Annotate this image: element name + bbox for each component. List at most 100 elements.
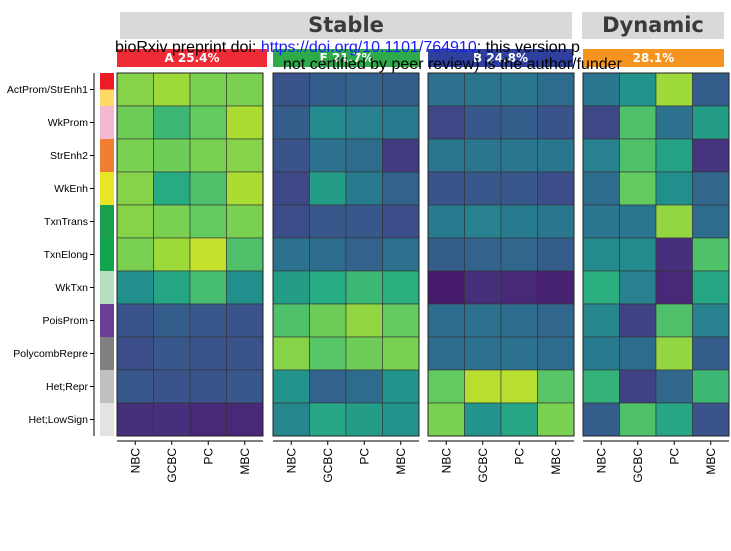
heatmap-cell: [619, 204, 657, 239]
heatmap-cell: [500, 204, 538, 239]
heatmap-cell: [309, 237, 347, 272]
column-label: MBC: [549, 448, 563, 475]
heatmap-cell: [272, 138, 310, 173]
heatmap-cell: [382, 204, 420, 239]
heatmap-cell: [226, 72, 264, 107]
heatmap-cell: [427, 369, 465, 404]
heatmap-cell: [382, 270, 420, 305]
row-color-swatch: [100, 403, 114, 436]
heatmap-cell: [500, 303, 538, 338]
heatmap-cell: [464, 402, 502, 437]
heatmap-cell: [427, 336, 465, 371]
heatmap-cell: [582, 204, 620, 239]
heatmap-cell: [116, 171, 154, 206]
heatmap-cell: [309, 105, 347, 140]
heatmap-cell: [692, 237, 730, 272]
panel-f-tag: F 21.7%: [273, 49, 420, 67]
column-label: PC: [667, 448, 681, 465]
heatmap-cell: [427, 204, 465, 239]
heatmap-cell: [537, 270, 575, 305]
heatmap-cell: [582, 336, 620, 371]
heatmap-cell: [692, 72, 730, 107]
heatmap-cell: [619, 72, 657, 107]
heatmap-cell: [655, 336, 693, 371]
heatmap-cell: [655, 204, 693, 239]
row-color-swatch: [100, 370, 114, 403]
heatmap-cell: [116, 72, 154, 107]
heatmap-cell: [427, 237, 465, 272]
preprint-watermark-line1: bioRxiv preprint doi: https://doi.org/10…: [115, 39, 580, 57]
heatmap-cell: [272, 72, 310, 107]
heatmap-cell: [464, 336, 502, 371]
heatmap-cell: [309, 171, 347, 206]
heatmap-cell: [189, 270, 227, 305]
heatmap-cell: [226, 336, 264, 371]
row-label: Het;Repr: [46, 381, 89, 393]
heatmap-cell: [464, 72, 502, 107]
heatmap-cell: [345, 270, 383, 305]
row-label: TxnTrans: [44, 216, 88, 228]
heatmap-cell: [345, 138, 383, 173]
heatmap-cell: [382, 138, 420, 173]
heatmap-cell: [582, 72, 620, 107]
doi-link[interactable]: https://doi.org/10.1101/764910: [260, 39, 477, 56]
column-label: NBC: [284, 448, 298, 474]
heatmap-cell: [272, 171, 310, 206]
heatmap-cell: [153, 402, 191, 437]
watermark-prefix: bioRxiv preprint doi:: [115, 39, 261, 56]
row-color-swatch: [100, 89, 114, 106]
dynamic-header: Dynamic: [582, 12, 724, 39]
row-color-swatch: [100, 106, 114, 139]
column-label: NBC: [439, 448, 453, 474]
heatmap-cell: [692, 336, 730, 371]
heatmap-cell: [345, 105, 383, 140]
heatmap-cell: [153, 270, 191, 305]
heatmap-cell: [226, 402, 264, 437]
heatmap-cell: [655, 402, 693, 437]
panel-border: [427, 72, 575, 437]
heatmap-cell: [655, 138, 693, 173]
heatmap-cell: [692, 204, 730, 239]
heatmap-cell: [464, 237, 502, 272]
heatmap-cell: [116, 105, 154, 140]
row-color-swatch: [100, 139, 114, 172]
heatmap-cell: [382, 369, 420, 404]
heatmap-cell: [153, 336, 191, 371]
panel-b-tag: B 24.8%: [428, 49, 573, 67]
heatmap-cell: [272, 270, 310, 305]
heatmap-cell: [619, 171, 657, 206]
row-color-swatch: [100, 205, 114, 238]
column-label: MBC: [238, 448, 252, 475]
column-label: PC: [357, 448, 371, 465]
heatmap-cell: [272, 105, 310, 140]
column-label: MBC: [704, 448, 718, 475]
watermark-suffix: ; this version p: [476, 39, 580, 56]
row-color-swatch: [100, 271, 114, 304]
heatmap-cell: [345, 303, 383, 338]
heatmap-cell: [655, 303, 693, 338]
heatmap-cell: [116, 237, 154, 272]
heatmap-cell: [655, 72, 693, 107]
heatmap-cell: [345, 72, 383, 107]
heatmap-cell: [309, 369, 347, 404]
heatmap-cell: [189, 105, 227, 140]
heatmap-cell: [189, 138, 227, 173]
panel-border: [582, 72, 730, 437]
heatmap-cell: [500, 171, 538, 206]
heatmap-cell: [226, 171, 264, 206]
heatmap-cell: [345, 402, 383, 437]
heatmap-cell: [427, 138, 465, 173]
heatmap-cell: [582, 138, 620, 173]
heatmap-cell: [537, 336, 575, 371]
heatmap-cell: [500, 270, 538, 305]
heatmap-cell: [537, 303, 575, 338]
heatmap-cell: [309, 204, 347, 239]
heatmap-cell: [226, 204, 264, 239]
heatmap-cell: [500, 402, 538, 437]
heatmap-cell: [153, 204, 191, 239]
heatmap-cell: [537, 369, 575, 404]
heatmap-cell: [427, 105, 465, 140]
heatmap-cell: [226, 270, 264, 305]
column-label: GCBC: [321, 448, 335, 483]
